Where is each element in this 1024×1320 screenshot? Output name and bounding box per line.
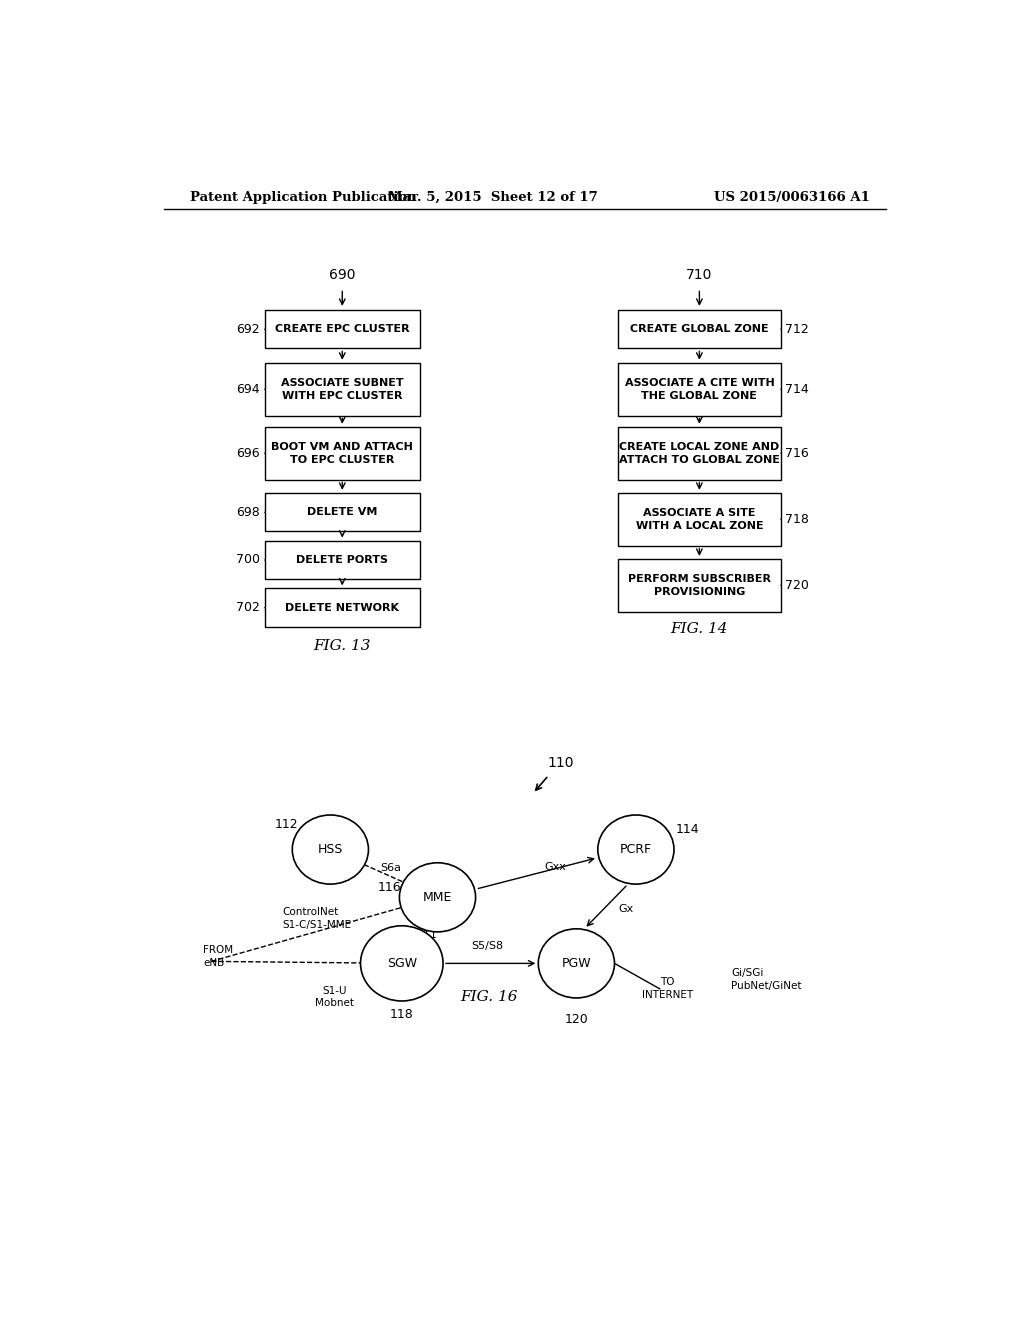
Text: CREATE LOCAL ZONE AND
ATTACH TO GLOBAL ZONE: CREATE LOCAL ZONE AND ATTACH TO GLOBAL Z… xyxy=(618,442,780,465)
Text: 112: 112 xyxy=(274,817,299,830)
Text: 690: 690 xyxy=(329,268,355,282)
Text: 720: 720 xyxy=(785,578,809,591)
Text: ASSOCIATE A SITE
WITH A LOCAL ZONE: ASSOCIATE A SITE WITH A LOCAL ZONE xyxy=(636,508,763,531)
Text: S6a: S6a xyxy=(380,863,401,873)
Ellipse shape xyxy=(292,814,369,884)
Text: 698: 698 xyxy=(237,506,260,519)
Text: 702: 702 xyxy=(237,601,260,614)
FancyBboxPatch shape xyxy=(265,589,420,627)
Text: 692: 692 xyxy=(237,322,260,335)
FancyBboxPatch shape xyxy=(265,310,420,348)
Text: 694: 694 xyxy=(237,383,260,396)
FancyBboxPatch shape xyxy=(618,310,780,348)
Text: TO
INTERNET: TO INTERNET xyxy=(642,977,693,1001)
Text: 700: 700 xyxy=(237,553,260,566)
Text: 718: 718 xyxy=(785,512,809,525)
Text: S1-U
Mobnet: S1-U Mobnet xyxy=(314,986,354,1008)
Text: ASSOCIATE SUBNET
WITH EPC CLUSTER: ASSOCIATE SUBNET WITH EPC CLUSTER xyxy=(281,378,403,400)
Text: S5/S8: S5/S8 xyxy=(471,941,504,952)
Text: CREATE EPC CLUSTER: CREATE EPC CLUSTER xyxy=(275,325,410,334)
Text: 118: 118 xyxy=(390,1007,414,1020)
Ellipse shape xyxy=(360,925,443,1001)
Text: SGW: SGW xyxy=(387,957,417,970)
Text: PCRF: PCRF xyxy=(620,843,652,857)
FancyBboxPatch shape xyxy=(265,363,420,416)
FancyBboxPatch shape xyxy=(265,492,420,532)
Text: BOOT VM AND ATTACH
TO EPC CLUSTER: BOOT VM AND ATTACH TO EPC CLUSTER xyxy=(271,442,414,465)
Text: /S11: /S11 xyxy=(412,929,437,940)
Text: PGW: PGW xyxy=(561,957,591,970)
Ellipse shape xyxy=(539,929,614,998)
FancyBboxPatch shape xyxy=(618,426,780,479)
Ellipse shape xyxy=(598,814,674,884)
FancyBboxPatch shape xyxy=(265,541,420,579)
Text: MME: MME xyxy=(423,891,453,904)
FancyBboxPatch shape xyxy=(265,426,420,479)
Ellipse shape xyxy=(399,863,475,932)
Text: Mar. 5, 2015  Sheet 12 of 17: Mar. 5, 2015 Sheet 12 of 17 xyxy=(388,190,598,203)
FancyBboxPatch shape xyxy=(618,558,780,611)
Text: FIG. 13: FIG. 13 xyxy=(313,639,371,653)
Text: FIG. 16: FIG. 16 xyxy=(461,990,518,1005)
Text: FROM
eNB: FROM eNB xyxy=(204,945,233,968)
Text: PERFORM SUBSCRIBER
PROVISIONING: PERFORM SUBSCRIBER PROVISIONING xyxy=(628,574,771,597)
Text: Gx: Gx xyxy=(618,903,634,913)
Text: 696: 696 xyxy=(237,446,260,459)
Text: US 2015/0063166 A1: US 2015/0063166 A1 xyxy=(714,190,870,203)
Text: 712: 712 xyxy=(785,322,809,335)
Text: CREATE GLOBAL ZONE: CREATE GLOBAL ZONE xyxy=(630,325,769,334)
Text: DELETE VM: DELETE VM xyxy=(307,507,378,517)
Text: 114: 114 xyxy=(676,822,699,836)
Text: 116: 116 xyxy=(378,880,401,894)
Text: Gi/SGi
PubNet/GiNet: Gi/SGi PubNet/GiNet xyxy=(731,969,802,991)
Text: HSS: HSS xyxy=(317,843,343,857)
FancyBboxPatch shape xyxy=(618,492,780,545)
Text: 714: 714 xyxy=(785,383,809,396)
Text: DELETE PORTS: DELETE PORTS xyxy=(296,554,388,565)
Text: Gxx: Gxx xyxy=(545,862,566,871)
Text: ControlNet
S1-C/S1-MME: ControlNet S1-C/S1-MME xyxy=(283,907,352,931)
FancyBboxPatch shape xyxy=(618,363,780,416)
Text: 110: 110 xyxy=(547,756,573,770)
Text: DELETE NETWORK: DELETE NETWORK xyxy=(286,603,399,612)
Text: 716: 716 xyxy=(785,446,809,459)
Text: Patent Application Publication: Patent Application Publication xyxy=(189,190,417,203)
Text: 710: 710 xyxy=(686,268,713,282)
Text: FIG. 14: FIG. 14 xyxy=(671,622,728,636)
Text: 120: 120 xyxy=(564,1012,588,1026)
Text: ASSOCIATE A CITE WITH
THE GLOBAL ZONE: ASSOCIATE A CITE WITH THE GLOBAL ZONE xyxy=(625,378,774,400)
